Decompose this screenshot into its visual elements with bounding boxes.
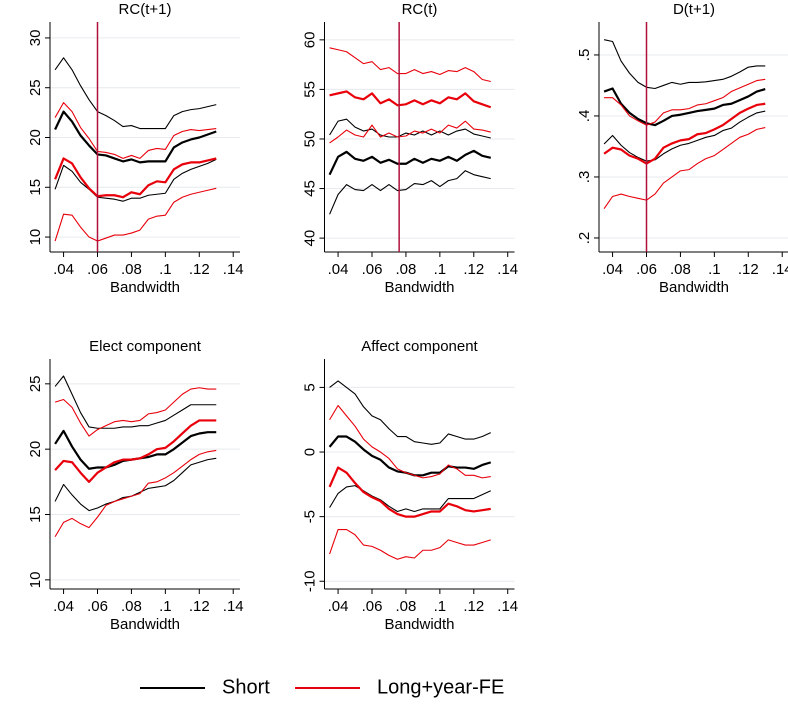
- x-tick-label: .08: [670, 261, 691, 278]
- x-tick-label: .08: [395, 598, 416, 615]
- ci-line: [329, 170, 491, 215]
- ci-line: [329, 120, 491, 144]
- ci-line: [329, 529, 491, 560]
- y-tick-label: 10: [27, 572, 44, 589]
- ci-line: [329, 47, 491, 83]
- ci-line: [604, 78, 766, 126]
- y-tick-label: 20: [27, 129, 44, 146]
- estimate-line: [329, 90, 492, 109]
- y-tick-label: 25: [27, 79, 44, 96]
- legend-label: Long+year-FE: [377, 676, 504, 698]
- x-tick-label: .08: [121, 261, 142, 278]
- x-tick-label: .04: [602, 261, 623, 278]
- x-tick-label: .12: [463, 261, 484, 278]
- x-tick-label: .04: [328, 261, 349, 278]
- x-tick-label: .06: [362, 598, 383, 615]
- x-tick-label: .06: [87, 261, 108, 278]
- panel-title: RC(t): [402, 1, 438, 18]
- estimate-line: [328, 466, 491, 518]
- x-tick-label: .08: [395, 261, 416, 278]
- x-tick-label: .06: [636, 261, 657, 278]
- ci-line: [54, 449, 217, 538]
- y-tick-label: 15: [27, 179, 44, 196]
- x-tick-label: .1: [434, 261, 447, 278]
- y-tick-label: .4: [576, 110, 593, 123]
- ci-line: [54, 387, 217, 437]
- x-tick-label: .14: [772, 261, 788, 278]
- y-tick-label: 0: [301, 448, 318, 456]
- x-tick-label: .06: [87, 598, 108, 615]
- estimate-line: [54, 419, 217, 483]
- x-tick-label: .14: [223, 598, 244, 615]
- x-tick-label: .04: [53, 598, 74, 615]
- y-tick-label: 55: [301, 81, 318, 98]
- y-tick-label: .5: [576, 49, 593, 62]
- ci-line: [54, 375, 217, 429]
- y-tick-label: 15: [27, 506, 44, 523]
- x-tick-label: .14: [497, 598, 518, 615]
- x-tick-label: .04: [53, 261, 74, 278]
- y-tick-label: 5: [301, 383, 318, 391]
- estimate-line: [603, 102, 766, 165]
- y-tick-label: 50: [301, 131, 318, 148]
- x-axis-label: Bandwidth: [110, 616, 180, 633]
- estimate-line: [54, 429, 217, 470]
- ci-line: [54, 57, 217, 130]
- panel-title: Elect component: [89, 338, 202, 355]
- panel-title: RC(t+1): [119, 1, 172, 18]
- ci-line: [54, 187, 217, 242]
- y-tick-label: .3: [576, 171, 593, 184]
- panel-title: D(t+1): [673, 1, 715, 18]
- x-tick-label: .12: [738, 261, 759, 278]
- estimate-line: [328, 149, 492, 176]
- legend-label: Short: [222, 676, 270, 698]
- y-tick-label: 20: [27, 441, 44, 458]
- x-tick-label: .14: [497, 261, 518, 278]
- y-tick-label: 25: [27, 375, 44, 392]
- estimate-line: [54, 157, 217, 199]
- estimate-line: [54, 110, 217, 164]
- ci-line: [603, 110, 766, 162]
- y-tick-label: -5: [301, 510, 318, 523]
- ci-line: [54, 158, 217, 202]
- x-axis-label: Bandwidth: [659, 279, 729, 296]
- ci-line: [603, 39, 766, 90]
- x-tick-label: .14: [223, 261, 244, 278]
- y-tick-label: 10: [27, 229, 44, 246]
- x-tick-label: .12: [463, 598, 484, 615]
- x-axis-label: Bandwidth: [384, 616, 454, 633]
- y-tick-label: .2: [576, 232, 593, 245]
- ci-line: [329, 485, 491, 513]
- estimate-line: [603, 87, 766, 127]
- x-tick-label: .1: [159, 261, 172, 278]
- ci-line: [54, 457, 217, 512]
- x-tick-label: .1: [434, 598, 447, 615]
- estimate-line: [328, 435, 492, 477]
- x-tick-label: .1: [708, 261, 721, 278]
- x-tick-label: .1: [159, 598, 172, 615]
- ci-line: [603, 127, 766, 209]
- y-tick-label: -10: [301, 570, 318, 592]
- ci-line: [329, 404, 491, 479]
- x-tick-label: .12: [189, 261, 210, 278]
- x-tick-label: .04: [328, 598, 349, 615]
- ci-line: [54, 102, 217, 159]
- y-tick-label: 30: [27, 30, 44, 47]
- x-tick-label: .06: [362, 261, 383, 278]
- y-tick-label: 60: [301, 32, 318, 49]
- x-tick-label: .12: [189, 598, 210, 615]
- y-tick-label: 40: [301, 230, 318, 247]
- y-tick-label: 45: [301, 180, 318, 197]
- ci-line: [329, 380, 491, 445]
- x-tick-label: .08: [121, 598, 142, 615]
- x-axis-label: Bandwidth: [110, 279, 180, 296]
- panel-title: Affect component: [361, 338, 478, 355]
- x-axis-label: Bandwidth: [384, 279, 454, 296]
